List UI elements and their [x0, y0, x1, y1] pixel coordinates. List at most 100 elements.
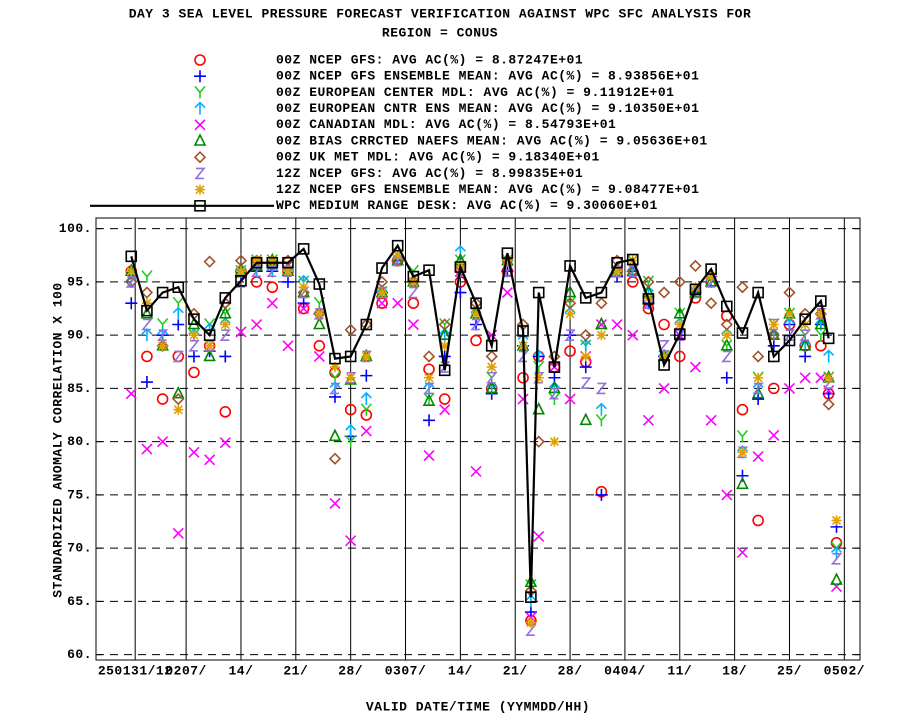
legend-label: 12Z NCEP GFS ENSEMBLE MEAN: AVG AC(%) = …: [276, 182, 699, 197]
data-point: [345, 372, 356, 383]
data-point: [439, 340, 450, 351]
data-point: [344, 372, 357, 385]
data-point: [579, 361, 592, 374]
data-point: [705, 263, 717, 275]
data-point: [657, 286, 671, 299]
data-point: [673, 275, 686, 289]
data-point: [328, 452, 342, 465]
data-point: [595, 402, 607, 416]
data-point: [156, 329, 169, 341]
y-axis-label: STANDARDIZED ANOMALY CORRELATION X 100: [50, 282, 65, 597]
data-point: [172, 527, 184, 539]
data-point: [486, 371, 498, 384]
data-point: [345, 423, 357, 438]
data-point: [815, 308, 826, 319]
y-tick-label: 85.: [67, 381, 92, 396]
legend-label: 00Z EUROPEAN CENTER MDL: AVG AC(%) = 9.1…: [276, 85, 674, 100]
data-point: [438, 393, 451, 405]
legend-label: WPC MEDIUM RANGE DESK: AVG AC(%) = 9.300…: [276, 198, 658, 213]
data-point: [438, 327, 451, 340]
data-point: [674, 319, 685, 330]
data-point: [486, 362, 497, 373]
data-point: [188, 446, 200, 458]
legend-label: 00Z BIAS CRRCTED NAEFS MEAN: AVG AC(%) =…: [276, 133, 708, 148]
data-point: [329, 362, 340, 373]
data-point: [548, 387, 561, 400]
data-point: [204, 340, 215, 351]
data-point: [706, 271, 717, 282]
data-point: [188, 340, 200, 352]
data-point: [579, 329, 592, 342]
data-point: [595, 488, 608, 501]
data-point: [345, 435, 357, 448]
data-point: [140, 306, 154, 319]
data-point: [501, 286, 513, 299]
data-point: [313, 278, 326, 290]
data-point: [423, 449, 435, 462]
data-point: [438, 318, 451, 331]
y-tick-label: 100.: [59, 221, 92, 236]
legend-marker: [194, 54, 206, 66]
data-point: [768, 429, 780, 441]
data-point: [361, 351, 372, 362]
data-point: [798, 338, 812, 351]
data-point: [297, 297, 310, 310]
y-tick-label: 90.: [67, 328, 92, 343]
data-point: [579, 292, 592, 304]
series-line: [130, 243, 830, 598]
data-point: [831, 515, 842, 526]
data-point: [736, 281, 749, 294]
data-point: [141, 350, 153, 363]
data-point: [768, 382, 780, 395]
data-point: [298, 302, 310, 315]
data-point: [407, 318, 419, 331]
data-point: [704, 297, 718, 310]
data-point: [172, 306, 184, 320]
data-point: [783, 334, 796, 347]
data-point: [799, 313, 811, 325]
data-point: [282, 256, 294, 269]
data-point: [689, 284, 702, 298]
data-point: [172, 318, 185, 331]
data-point: [830, 553, 843, 565]
data-point: [525, 611, 537, 623]
data-point: [172, 350, 184, 363]
legend-label: 00Z EUROPEAN CNTR ENS MEAN: AVG AC(%) = …: [276, 101, 699, 116]
data-point: [799, 329, 811, 341]
data-point: [611, 318, 623, 331]
data-point: [267, 255, 278, 266]
data-point: [823, 349, 835, 363]
data-point: [783, 382, 796, 394]
data-point: [704, 274, 718, 287]
data-point: [141, 443, 153, 455]
x-tick-label: 28/: [558, 663, 583, 678]
data-point: [126, 266, 137, 277]
data-point: [235, 326, 247, 338]
x-tick-label: 14/: [448, 663, 473, 678]
data-point: [658, 359, 670, 371]
data-point: [407, 270, 420, 283]
data-point: [549, 436, 560, 447]
data-point: [234, 254, 248, 267]
plot-frame: [95, 217, 861, 661]
data-point: [673, 328, 686, 340]
data-point: [141, 270, 153, 283]
data-point: [360, 391, 372, 406]
y-tick-label: 75.: [67, 487, 92, 502]
data-point: [219, 406, 232, 418]
data-point: [823, 372, 834, 383]
data-point: [595, 297, 608, 310]
data-point: [376, 262, 388, 274]
data-point: [721, 350, 733, 363]
data-point: [815, 328, 827, 342]
data-point: [438, 350, 451, 363]
data-point: [673, 306, 687, 319]
data-point: [422, 350, 436, 363]
y-tick-label: 70.: [67, 541, 92, 556]
data-point: [485, 350, 498, 363]
data-point: [344, 350, 357, 363]
data-point: [752, 514, 764, 527]
data-point: [219, 350, 232, 363]
data-point: [454, 261, 467, 273]
data-point: [329, 352, 341, 365]
